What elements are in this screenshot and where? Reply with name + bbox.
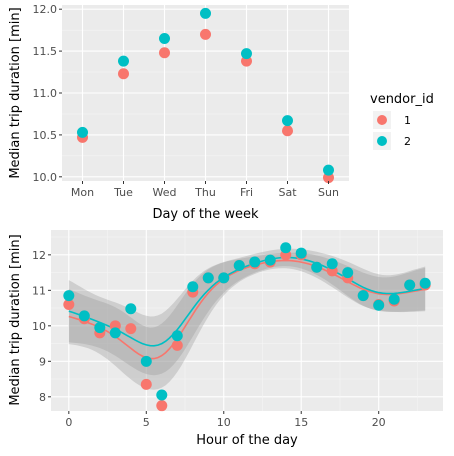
- bottom-y-tick-label: 8: [39, 391, 46, 404]
- bottom-point-vendor-2: [419, 277, 431, 289]
- bottom-x-tick-labels: 0 5 10 15 20: [65, 411, 386, 429]
- bottom-y-tick-labels: 8 9 10 11 12: [32, 249, 51, 404]
- bottom-point-vendor-2: [357, 290, 369, 302]
- top-point-vendor-2: [282, 115, 293, 127]
- top-point-vendor-2: [118, 55, 129, 67]
- bottom-point-vendor-2: [78, 310, 90, 322]
- smooth-lines: [68, 256, 426, 360]
- top-y-tick-label: 10.5: [33, 129, 58, 142]
- top-x-tick-labels: Mon Tue Wed Thu Fri Sat Sun: [71, 181, 339, 199]
- bottom-point-vendor-2: [404, 279, 416, 291]
- bottom-point-vendor-1: [125, 323, 137, 335]
- top-x-axis-title: Day of the week: [152, 207, 259, 222]
- legend-key-2: [377, 136, 387, 146]
- bottom-y-axis-title: Median trip duration [min]: [8, 234, 23, 405]
- legend-label-1: 1: [404, 114, 411, 127]
- top-point-vendor-1: [282, 125, 293, 137]
- top-y-tick-labels: 10.0 10.5 11.0 11.5 12.0: [33, 3, 62, 184]
- bottom-point-vendor-2: [218, 272, 230, 284]
- bottom-point-vendor-2: [109, 327, 121, 339]
- bottom-point-vendor-2: [373, 299, 385, 311]
- bottom-point-vendor-2: [388, 293, 400, 305]
- bottom-point-vendor-2: [264, 254, 276, 266]
- bottom-x-tick-label: 5: [143, 416, 150, 429]
- top-points: [77, 7, 334, 184]
- bottom-point-vendor-2: [342, 267, 354, 279]
- bottom-x-axis-title: Hour of the day: [196, 433, 298, 448]
- bottom-point-vendor-1: [171, 339, 183, 351]
- top-x-tick-label: Mon: [71, 186, 94, 199]
- bottom-point-vendor-2: [63, 290, 75, 302]
- bottom-point-vendor-2: [94, 322, 106, 334]
- top-y-tick-label: 10.0: [33, 171, 58, 184]
- bottom-point-vendor-2: [233, 259, 245, 271]
- top-point-vendor-1: [200, 28, 211, 40]
- bottom-point-vendor-1: [140, 378, 152, 390]
- top-point-vendor-1: [118, 68, 129, 80]
- top-grid: [62, 5, 349, 181]
- top-x-tick-label: Sun: [318, 186, 339, 199]
- legend-title: vendor_id: [370, 92, 434, 107]
- top-y-tick-label: 11.5: [33, 45, 58, 58]
- bottom-point-vendor-2: [125, 303, 137, 315]
- top-x-tick-label: Sat: [278, 186, 297, 199]
- bottom-point-vendor-2: [280, 242, 292, 254]
- bottom-point-vendor-1: [156, 400, 168, 412]
- bottom-x-tick-label: 15: [294, 416, 308, 429]
- top-point-vendor-1: [159, 47, 170, 59]
- top-y-axis-title: Median trip duration [min]: [8, 7, 23, 178]
- confidence-band-vendor-1: [68, 252, 426, 390]
- bottom-point-vendor-2: [156, 389, 168, 401]
- hour-of-day-chart: 8 9 10 11 12 0 5 10 15 20 Hour of the day Median…: [8, 230, 443, 448]
- top-y-tick-label: 11.0: [33, 87, 58, 100]
- bottom-point-vendor-2: [295, 247, 307, 259]
- bottom-point-vendor-2: [311, 261, 323, 273]
- bottom-point-vendor-2: [171, 330, 183, 342]
- bottom-point-vendor-2: [249, 256, 261, 268]
- bottom-point-vendor-2: [202, 272, 214, 284]
- smooth-line-vendor-1: [68, 259, 426, 360]
- top-x-tick-label: Thu: [194, 186, 216, 199]
- legend: vendor_id 1 2: [370, 92, 434, 150]
- bottom-x-tick-label: 10: [217, 416, 231, 429]
- top-x-tick-label: Tue: [113, 186, 133, 199]
- bottom-y-tick-label: 12: [32, 249, 46, 262]
- bottom-x-tick-label: 20: [372, 416, 386, 429]
- bottom-point-vendor-2: [140, 355, 152, 367]
- top-point-vendor-2: [77, 126, 88, 138]
- top-point-vendor-2: [241, 48, 252, 60]
- top-x-tick-label: Wed: [153, 186, 177, 199]
- day-of-week-chart: 10.0 10.5 11.0 11.5 12.0 Mon Tue Wed Thu Fri Sat S…: [8, 3, 349, 222]
- bottom-y-tick-label: 11: [32, 284, 46, 297]
- bottom-x-tick-label: 0: [65, 416, 72, 429]
- top-y-tick-label: 12.0: [33, 3, 58, 16]
- top-x-tick-label: Fri: [240, 186, 253, 199]
- top-point-vendor-1: [323, 172, 334, 184]
- confidence-bands: [68, 248, 426, 390]
- bottom-y-tick-label: 10: [32, 320, 46, 333]
- top-point-vendor-2: [323, 164, 334, 176]
- top-point-vendor-2: [200, 7, 211, 19]
- smooth-line-vendor-2: [68, 256, 426, 347]
- legend-label-2: 2: [404, 135, 411, 148]
- bottom-y-tick-label: 9: [39, 355, 46, 368]
- legend-key-1: [377, 115, 387, 125]
- bottom-point-vendor-2: [326, 258, 338, 270]
- confidence-band-vendor-2: [68, 248, 426, 376]
- bottom-point-vendor-1: [63, 299, 75, 311]
- bottom-point-vendor-2: [187, 281, 199, 293]
- bottom-points: [63, 242, 431, 412]
- top-point-vendor-2: [159, 33, 170, 45]
- top-point-vendor-1: [241, 55, 252, 67]
